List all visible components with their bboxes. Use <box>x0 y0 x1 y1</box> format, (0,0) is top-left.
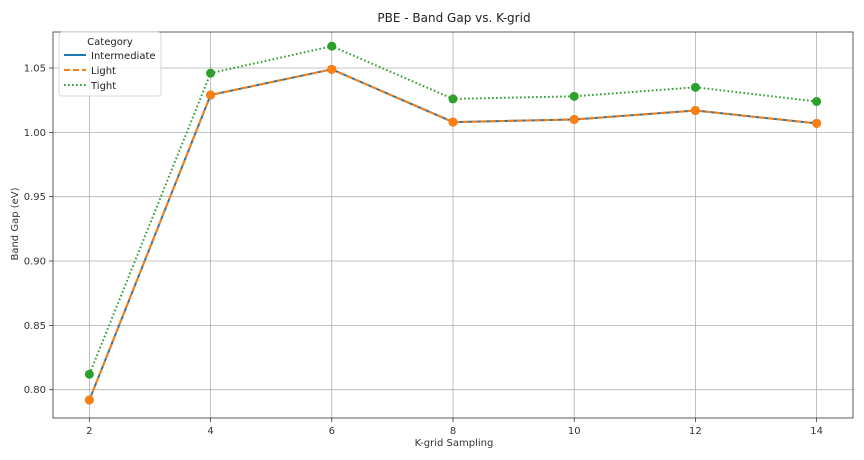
data-point-tight <box>812 96 822 106</box>
legend-title: Category <box>87 37 133 48</box>
x-tick-label: 4 <box>207 426 213 437</box>
axis-ticks: 2 4 6 8 10 12 14 0.80 0.85 0.90 0.95 1.00 1.05 <box>24 64 823 437</box>
x-tick-label: 6 <box>329 426 335 437</box>
y-tick-label: 1.05 <box>24 64 46 75</box>
data-point-light <box>812 118 822 128</box>
y-tick-label: 0.90 <box>24 257 46 268</box>
data-point-light <box>206 90 216 100</box>
x-tick-label: 14 <box>810 426 823 437</box>
y-axis-title: Band Gap (eV) <box>10 187 21 260</box>
series-lines <box>84 41 822 405</box>
legend-box <box>58 31 162 97</box>
data-point-tight <box>206 68 216 78</box>
legend-label-intermediate: Intermediate <box>91 51 156 62</box>
data-point-tight <box>327 41 337 51</box>
y-tick-label: 0.80 <box>24 385 46 396</box>
data-point-light <box>690 105 700 115</box>
x-tick-label: 8 <box>450 426 456 437</box>
y-tick-label: 0.85 <box>24 321 46 332</box>
data-point-light <box>84 395 94 405</box>
y-tick-label: 0.95 <box>24 192 46 203</box>
data-point-light <box>448 117 458 127</box>
data-point-tight <box>569 91 579 101</box>
data-point-tight <box>690 82 700 92</box>
legend: Category Intermediate Light Tight <box>58 31 162 97</box>
x-tick-label: 10 <box>568 426 581 437</box>
data-point-light <box>327 64 337 74</box>
y-tick-label: 1.00 <box>24 128 46 139</box>
legend-label-tight: Tight <box>90 81 116 92</box>
x-tick-label: 2 <box>86 426 92 437</box>
legend-label-light: Light <box>91 66 116 77</box>
x-tick-label: 12 <box>689 426 702 437</box>
data-point-tight <box>84 369 94 379</box>
chart-title: PBE - Band Gap vs. K-grid <box>377 11 530 25</box>
x-axis-title: K-grid Sampling <box>415 438 494 449</box>
grid <box>53 32 853 418</box>
data-point-tight <box>448 94 458 104</box>
legend-entries: Intermediate Light Tight <box>64 51 156 92</box>
data-point-light <box>569 114 579 124</box>
